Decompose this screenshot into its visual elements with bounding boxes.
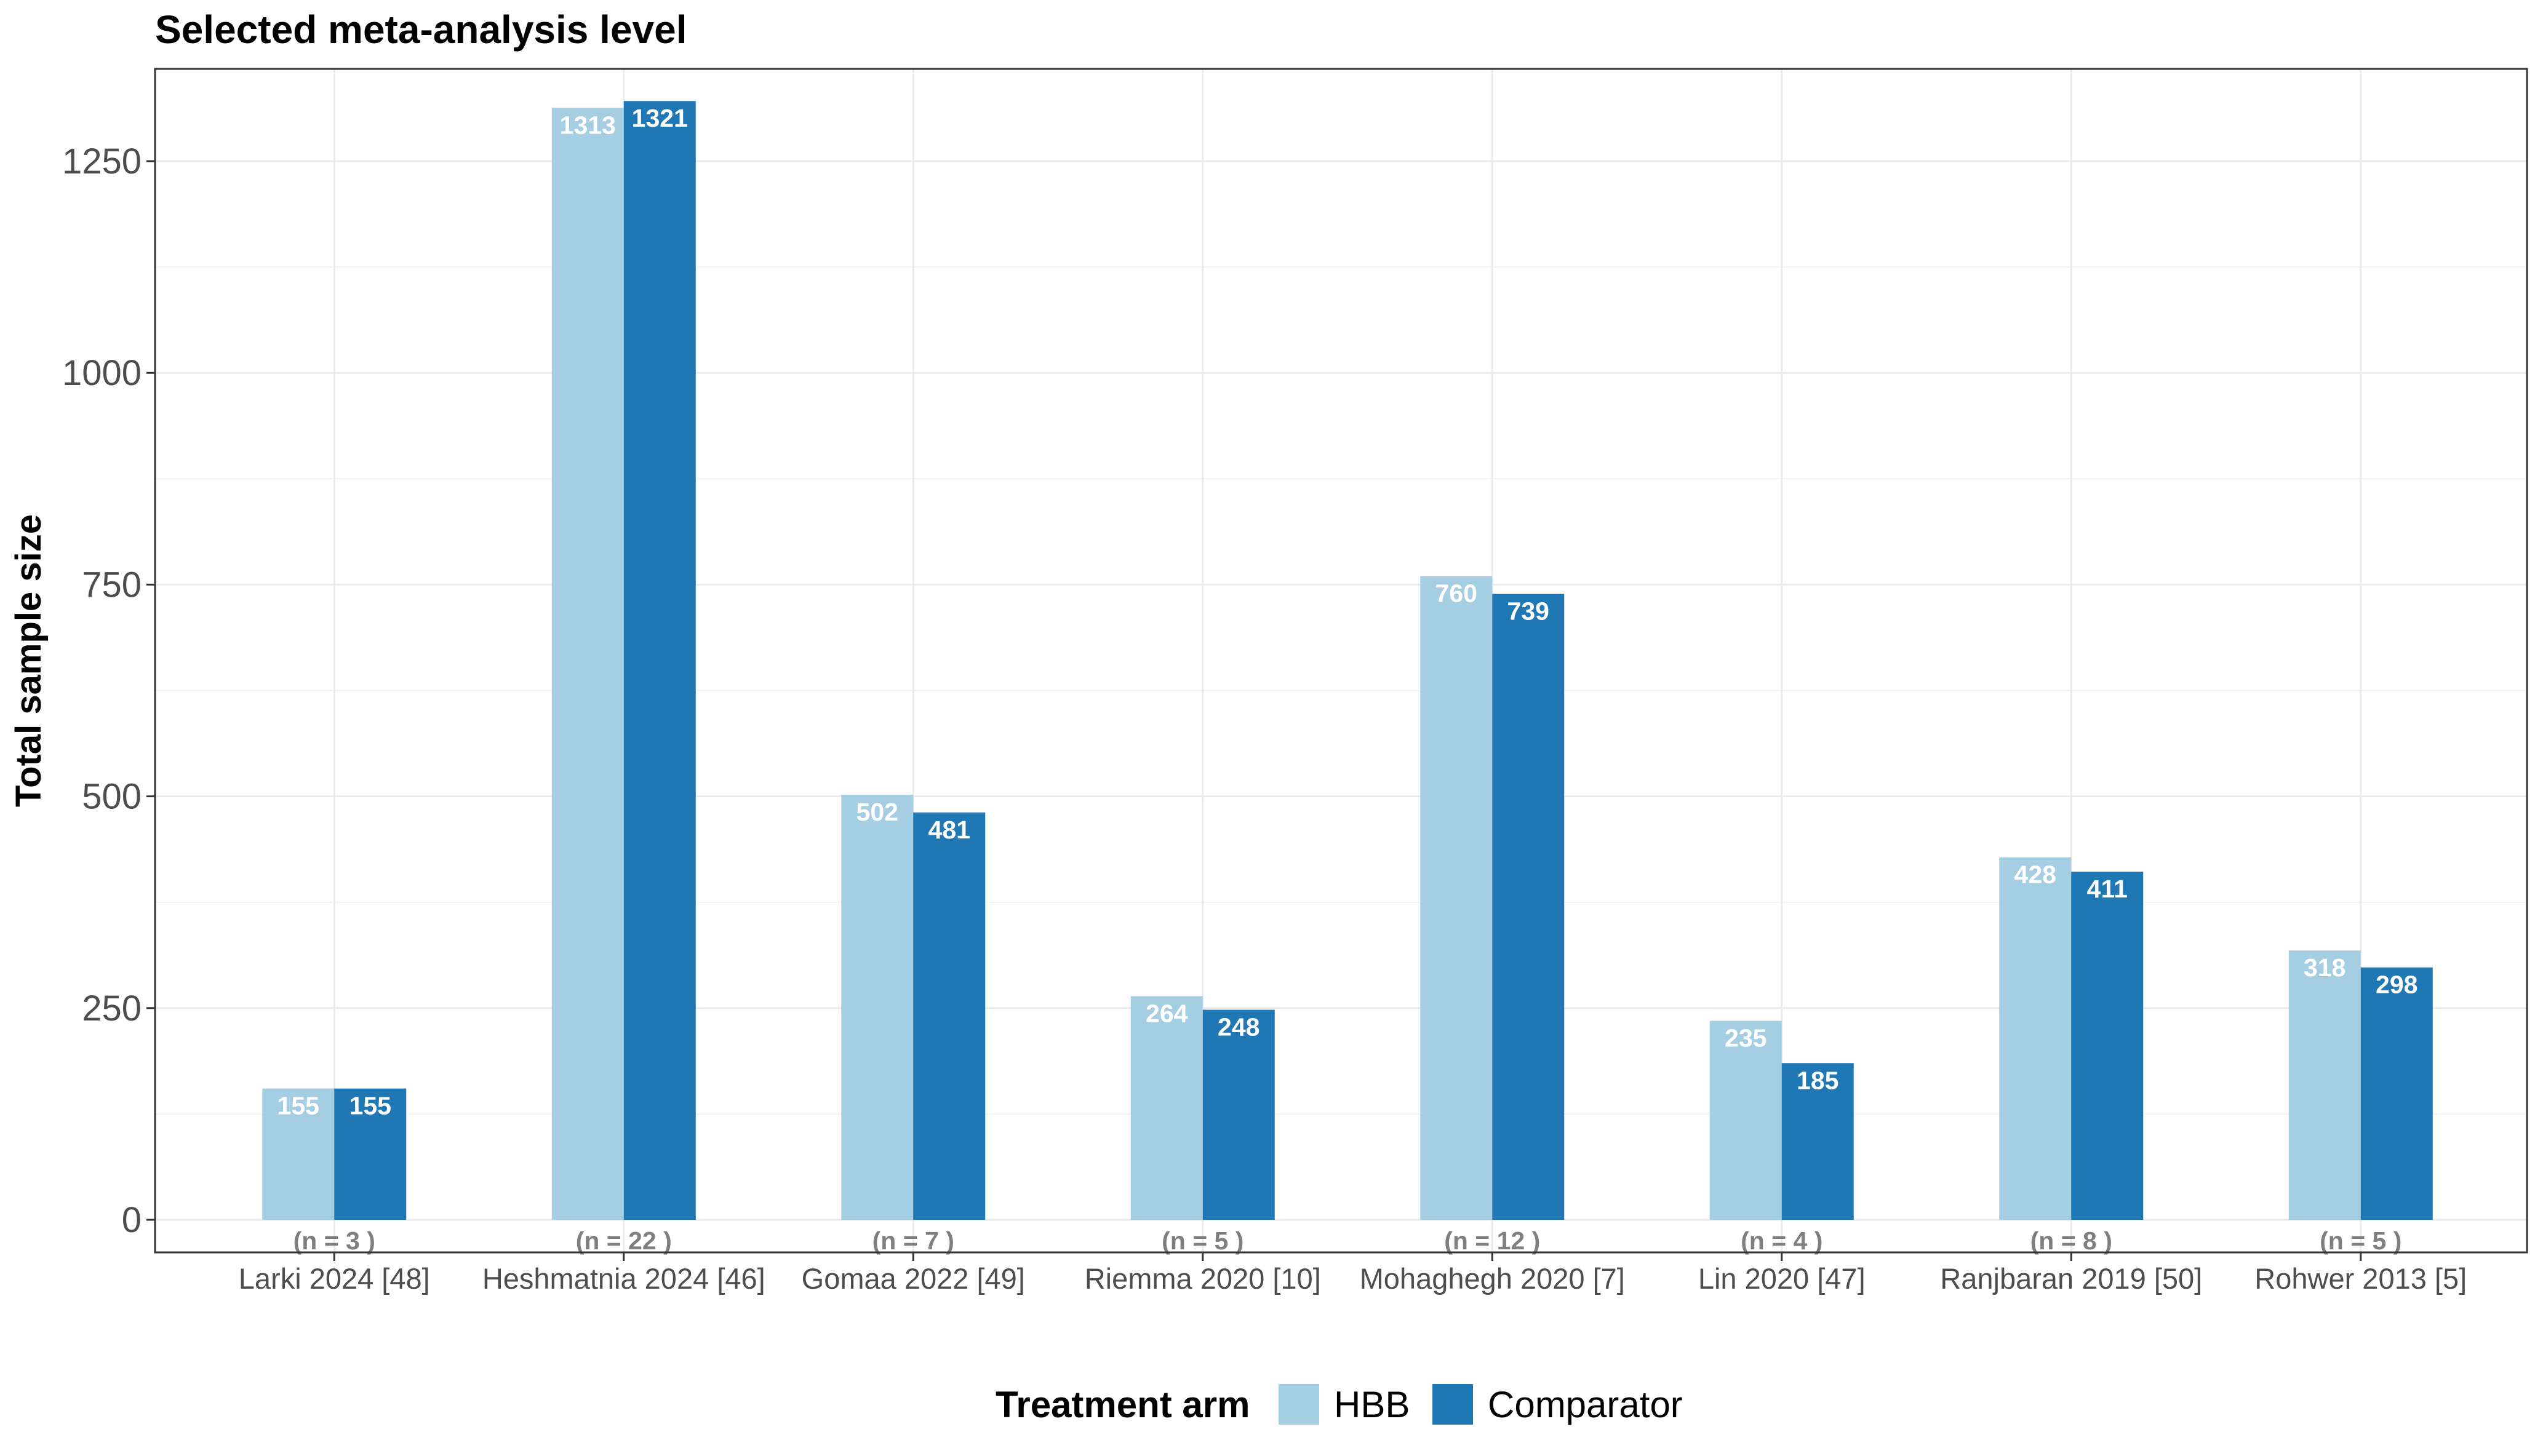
n-label: (n = 5 )	[1162, 1227, 1244, 1255]
bar-value-label: 481	[928, 816, 970, 844]
x-tick-label: Lin 2020 [47]	[1698, 1262, 1866, 1295]
axis-layer: 0 250 500 750 1000 1250 Larki 2024 [48] Heshmat…	[62, 141, 2467, 1295]
label-layer: 155 1313 502 264 760 235 428 318 155 1321 481 248 73…	[277, 104, 2418, 1255]
bar-value-label: 298	[2376, 971, 2417, 999]
chart-title: Selected meta-analysis level	[155, 7, 687, 52]
y-tick-label: 750	[82, 565, 142, 605]
bar-value-label: 411	[2087, 875, 2128, 903]
bar-hbb-3	[1130, 996, 1203, 1220]
bar-value-label: 502	[856, 798, 898, 826]
panel-border	[154, 68, 2528, 1254]
bar-value-label: 1321	[632, 104, 688, 132]
x-tick-label: Ranjbaran 2019 [50]	[1940, 1262, 2202, 1295]
bar-value-label: 760	[1435, 579, 1477, 608]
bar-value-label: 155	[349, 1092, 391, 1120]
x-tick-label: Riemma 2020 [10]	[1085, 1262, 1321, 1295]
n-label: (n = 4 )	[1741, 1227, 1822, 1255]
y-tick-label: 500	[82, 777, 142, 817]
x-tick-label: Gomaa 2022 [49]	[802, 1262, 1025, 1295]
n-label: (n = 8 )	[2030, 1227, 2112, 1255]
bar-layer	[262, 101, 2433, 1220]
bar-hbb-4	[1420, 576, 1493, 1220]
bar-value-label: 185	[1797, 1066, 1838, 1094]
legend-label-comparator: Comparator	[1488, 1384, 1683, 1425]
bar-value-label: 155	[277, 1092, 319, 1120]
bar-value-label: 428	[2014, 861, 2056, 889]
bar-hbb-7	[2288, 950, 2361, 1220]
bar-comparator-1	[623, 101, 696, 1220]
n-label: (n = 12 )	[1444, 1227, 1540, 1255]
n-label: (n = 7 )	[872, 1227, 954, 1255]
y-axis-label: Total sample size	[9, 514, 49, 807]
bar-hbb-2	[841, 794, 914, 1220]
x-tick-label: Rohwer 2013 [5]	[2254, 1262, 2467, 1295]
bar-value-label: 1313	[560, 111, 616, 139]
x-tick-label: Mohaghegh 2020 [7]	[1360, 1262, 1625, 1295]
legend-swatch-comparator	[1432, 1384, 1473, 1425]
bar-comparator-3	[1202, 1009, 1275, 1220]
bar-comparator-5	[1781, 1063, 1854, 1220]
y-tick-label: 0	[122, 1200, 142, 1240]
bar-value-label: 318	[2304, 953, 2345, 982]
y-tick-label: 1000	[62, 353, 142, 393]
bar-hbb-1	[551, 108, 624, 1220]
bar-hbb-6	[1999, 857, 2072, 1220]
y-tick-label: 1250	[62, 141, 142, 181]
bar-hbb-0	[262, 1088, 335, 1220]
bar-value-label: 248	[1218, 1013, 1260, 1041]
bar-value-label: 264	[1146, 1000, 1188, 1028]
bar-comparator-0	[334, 1088, 407, 1220]
bar-comparator-7	[2360, 967, 2433, 1220]
legend-swatch-hbb	[1279, 1384, 1319, 1425]
bar-comparator-4	[1492, 594, 1565, 1220]
n-label: (n = 3 )	[293, 1227, 375, 1255]
bar-hbb-5	[1709, 1020, 1782, 1220]
y-tick-label: 250	[82, 989, 142, 1028]
legend: Treatment arm HBB Comparator	[996, 1384, 1683, 1425]
x-tick-label: Larki 2024 [48]	[239, 1262, 430, 1295]
x-tick-label: Heshmatnia 2024 [46]	[482, 1262, 765, 1295]
n-label: (n = 5 )	[2320, 1227, 2401, 1255]
bar-comparator-2	[913, 812, 986, 1220]
legend-title: Treatment arm	[996, 1384, 1250, 1425]
bar-value-label: 739	[1507, 597, 1549, 626]
bar-comparator-6	[2071, 872, 2144, 1220]
bar-value-label: 235	[1725, 1024, 1767, 1052]
legend-label-hbb: HBB	[1334, 1384, 1410, 1425]
n-label: (n = 22 )	[576, 1227, 672, 1255]
